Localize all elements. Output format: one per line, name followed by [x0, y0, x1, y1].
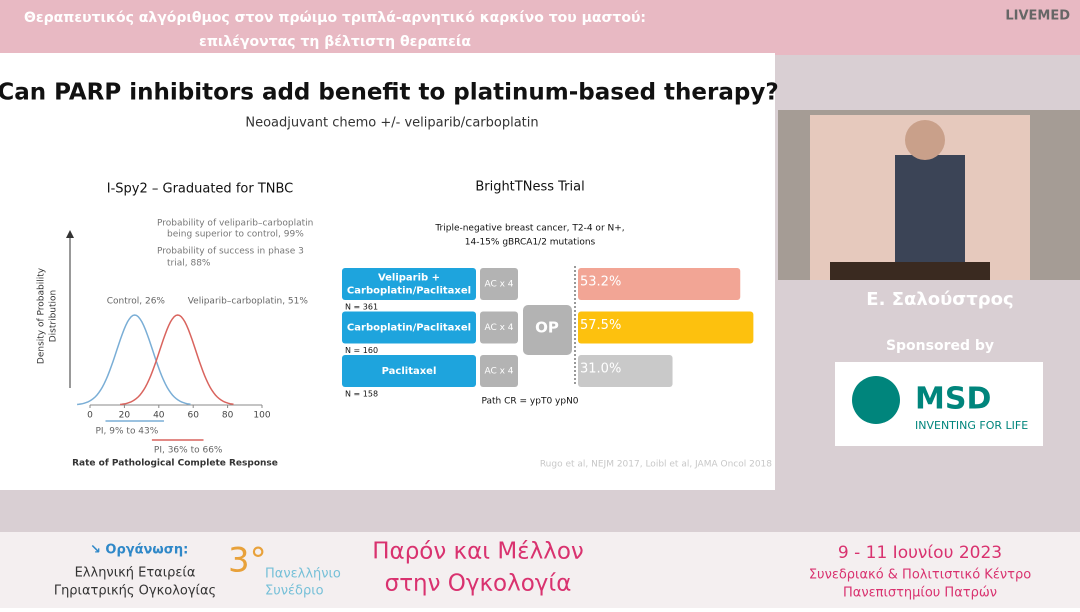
- arm-name: Paclitaxel: [382, 366, 437, 377]
- curve-label: Veliparib–carboplatin, 51%: [188, 297, 309, 307]
- footer: [0, 532, 1080, 608]
- x-tick-label: 40: [153, 411, 165, 421]
- venue: Συνεδριακό & Πολιτιστικό Κέντρο: [809, 568, 1031, 583]
- organizer-label: ↘ Οργάνωση:: [90, 543, 188, 558]
- footnote: Path CR = ypT0 ypN0: [481, 397, 578, 407]
- slide-subtitle: Neoadjuvant chemo +/- veliparib/carbopla…: [245, 116, 538, 131]
- arm-n: N = 361: [345, 303, 378, 312]
- congress: Πανελλήνιο: [265, 567, 341, 582]
- annotation: Probability of veliparib–carboplatin: [157, 219, 313, 229]
- sponsor-brand: MSD: [915, 382, 991, 417]
- value-label: 53.2%: [580, 275, 621, 290]
- theme: Παρόν και Μέλλον: [372, 539, 584, 565]
- ac-box: [480, 355, 518, 387]
- ac-label: AC x 4: [484, 367, 513, 377]
- density-curve: [77, 314, 191, 406]
- logo: LIVEMED: [1005, 9, 1070, 24]
- annotation: trial, 88%: [167, 259, 211, 269]
- sponsor-logo: [852, 376, 900, 424]
- x-tick-label: 100: [253, 411, 270, 421]
- arm-n: N = 160: [345, 346, 378, 355]
- arm-name: Veliparib +: [378, 273, 440, 284]
- congress: Συνέδριο: [265, 584, 324, 599]
- interval-label: PI, 9% to 43%: [95, 427, 158, 437]
- venue: Πανεπιστημίου Πατρών: [843, 586, 997, 601]
- y-arrow-head: [66, 230, 74, 238]
- congress-number: 3°: [228, 541, 267, 581]
- annotation: being superior to control, 99%: [167, 230, 304, 240]
- ac-label: AC x 4: [484, 323, 513, 333]
- ac-box: [480, 268, 518, 300]
- x-tick-label: 20: [119, 411, 131, 421]
- slide-title: Can PARP inhibitors add benefit to plati…: [0, 80, 779, 106]
- curve-label: Control, 26%: [107, 297, 166, 307]
- x-tick-label: 0: [87, 411, 93, 421]
- speaker: [895, 155, 965, 280]
- arm-box: [342, 268, 476, 300]
- header-title: επιλέγοντας τη βέλτιστη θεραπεία: [199, 34, 471, 50]
- theme: στην Ογκολογία: [385, 571, 572, 597]
- ac-label: AC x 4: [484, 280, 513, 290]
- y-label: Density of Probability: [37, 267, 47, 364]
- reference: Rugo et al, NEJM 2017, Loibl et al, JAMA…: [540, 460, 772, 470]
- speaker-head: [905, 120, 945, 160]
- arm-name: Carboplatin/Paclitaxel: [347, 323, 471, 334]
- organizer: Γηριατρικής Ογκολογίας: [54, 584, 216, 599]
- arm-box: [342, 355, 476, 387]
- dates: 9 - 11 Ιουνίου 2023: [838, 543, 1002, 563]
- value-label: 31.0%: [580, 362, 621, 377]
- op-box: [523, 305, 572, 355]
- right-title: BrightTNess Trial: [475, 180, 584, 195]
- sponsor-tagline: INVENTING FOR LIFE: [915, 419, 1028, 432]
- x-tick-label: 80: [222, 411, 234, 421]
- x-label: Rate of Pathological Complete Response: [72, 459, 278, 469]
- y-label: Distribution: [49, 290, 59, 343]
- header-title: Θεραπευτικός αλγόριθμος στον πρώιμο τριπ…: [24, 10, 646, 26]
- left-title: I-Spy2 – Graduated for TNBC: [107, 182, 294, 197]
- arm-box: [342, 311, 476, 344]
- x-tick-label: 60: [187, 411, 199, 421]
- density-curve: [120, 314, 234, 406]
- annotation: Probability of success in phase 3: [157, 247, 304, 257]
- arm-name: Carboplatin/Paclitaxel: [347, 286, 471, 297]
- arm-n: N = 158: [345, 390, 378, 399]
- sponsor-label: Sponsored by: [886, 338, 994, 354]
- bar: [578, 355, 673, 387]
- interval-label: PI, 36% to 66%: [154, 446, 223, 456]
- organizer: Ελληνική Εταιρεία: [75, 566, 196, 581]
- speaker-name: Ε. Σαλούστρος: [866, 289, 1013, 310]
- bar: [578, 311, 754, 344]
- header-band: [0, 0, 1080, 55]
- description: Triple-negative breast cancer, T2-4 or N…: [434, 224, 624, 234]
- op-label: OP: [535, 319, 559, 337]
- description: 14-15% gBRCA1/2 mutations: [465, 238, 596, 248]
- value-label: 57.5%: [580, 318, 621, 333]
- podium: [830, 262, 990, 280]
- ac-box: [480, 311, 518, 344]
- bar: [578, 268, 741, 300]
